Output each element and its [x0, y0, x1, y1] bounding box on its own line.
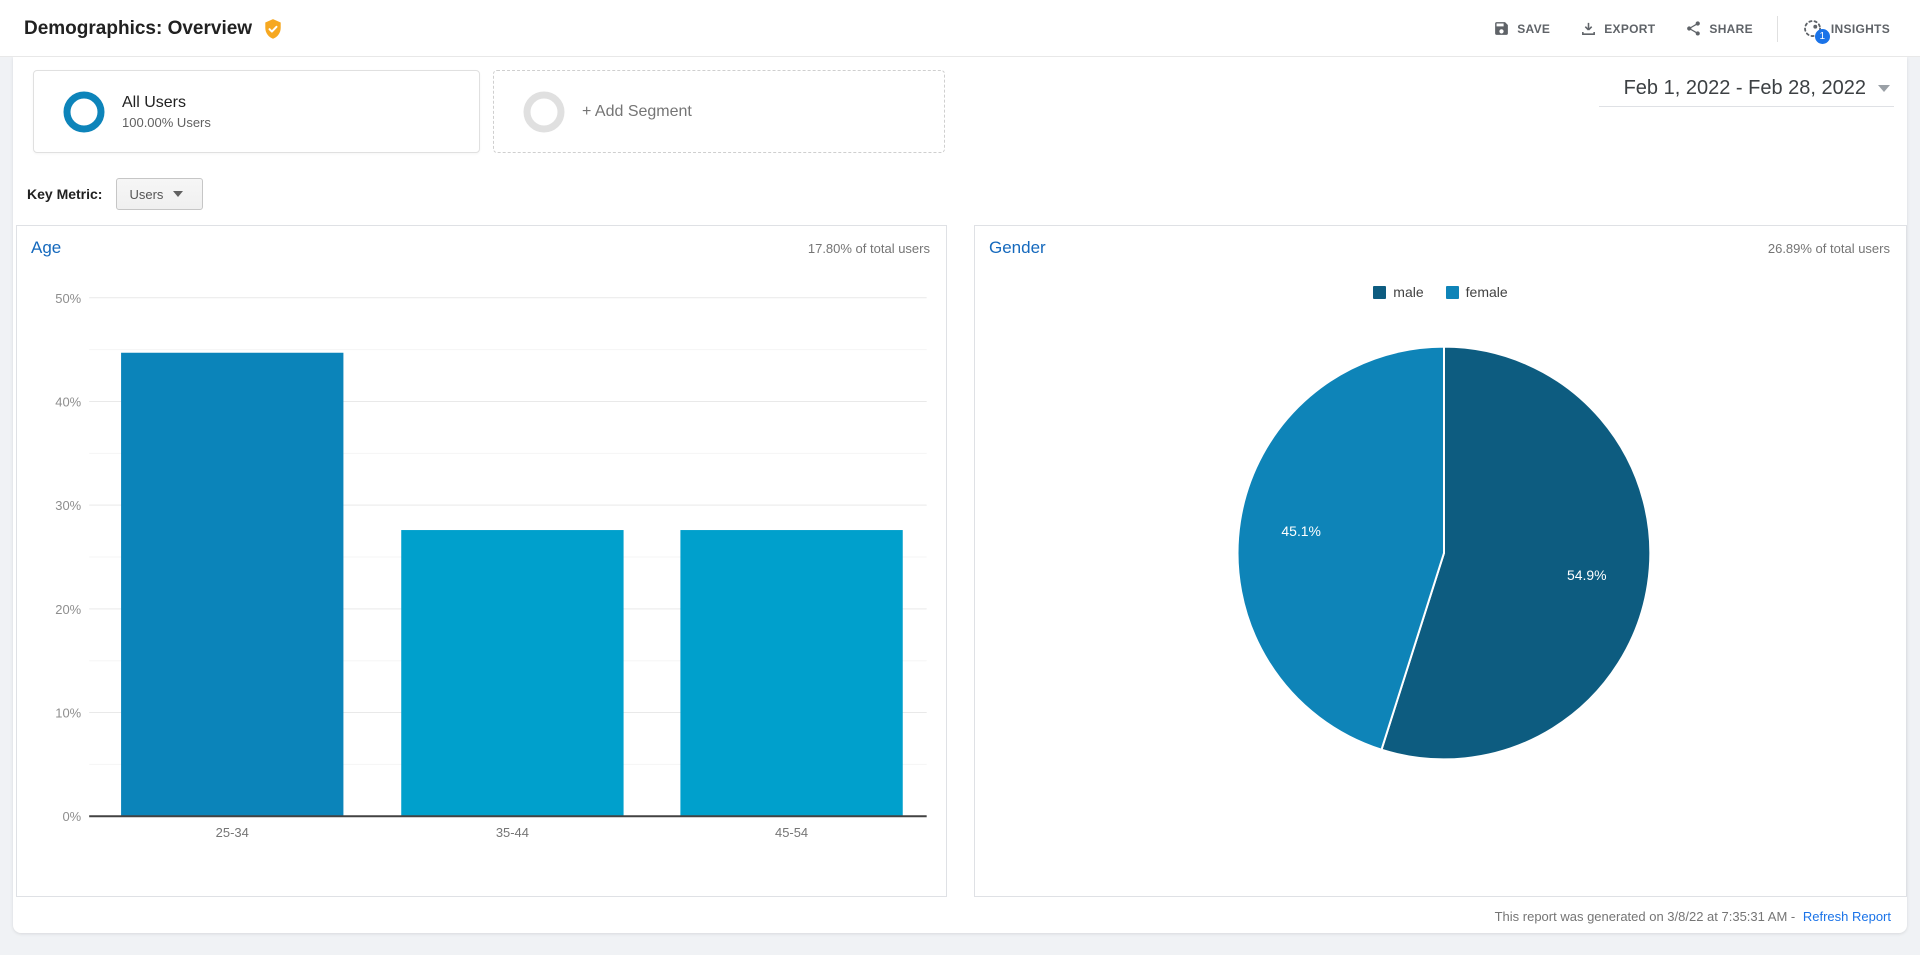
key-metric-label: Key Metric: — [27, 186, 103, 202]
svg-text:0%: 0% — [62, 809, 81, 824]
bar-25-34[interactable] — [121, 352, 344, 817]
export-button[interactable]: EXPORT — [1568, 12, 1667, 45]
gender-panel-header: Gender 26.89% of total users — [989, 238, 1890, 258]
add-segment-label: + Add Segment — [582, 102, 692, 120]
gender-chart-panel: Gender 26.89% of total users male female … — [974, 225, 1907, 897]
segment-ring-icon — [62, 90, 106, 134]
report-footer: This report was generated on 3/8/22 at 7… — [1495, 909, 1891, 924]
date-range-label: Feb 1, 2022 - Feb 28, 2022 — [1623, 77, 1866, 99]
age-panel-header: Age 17.80% of total users — [31, 238, 930, 258]
toolbar: SAVE EXPORT SHARE 1 INSIGHTS — [1481, 0, 1902, 57]
save-icon — [1493, 20, 1510, 37]
svg-text:20%: 20% — [55, 602, 81, 617]
header-bar: Demographics: Overview SAVE EXPORT SHARE — [0, 0, 1920, 57]
report-generated-text: This report was generated on 3/8/22 at 7… — [1494, 909, 1796, 924]
chevron-down-icon — [173, 191, 184, 197]
svg-text:40%: 40% — [55, 394, 81, 409]
bar-35-44[interactable] — [401, 530, 624, 817]
pie-slice-male[interactable] — [1380, 345, 1652, 761]
toolbar-divider — [1776, 15, 1778, 42]
gender-chart-title[interactable]: Gender — [989, 238, 1046, 257]
insights-icon: 1 — [1802, 18, 1830, 44]
x-axis-label: 45-54 — [775, 825, 808, 840]
date-range-selector[interactable]: Feb 1, 2022 - Feb 28, 2022 — [1599, 71, 1894, 107]
pie-slice-label: 45.1% — [1281, 523, 1321, 539]
page-title: Demographics: Overview — [24, 17, 253, 39]
age-chart-title[interactable]: Age — [31, 238, 62, 257]
share-button[interactable]: SHARE — [1673, 12, 1765, 45]
add-segment-button[interactable]: + Add Segment — [493, 70, 945, 153]
share-icon — [1685, 20, 1702, 37]
legend-item-female[interactable]: female — [1445, 284, 1508, 300]
x-axis-label: 25-34 — [216, 825, 249, 840]
page-title-wrap: Demographics: Overview — [24, 0, 284, 57]
key-metric-value: Users — [129, 186, 164, 202]
export-label: EXPORT — [1604, 21, 1656, 36]
insights-label: INSIGHTS — [1830, 21, 1890, 36]
add-segment-ring-icon — [522, 90, 566, 134]
key-metric-dropdown[interactable]: Users — [116, 178, 204, 210]
key-metric-row: Key Metric: Users — [27, 178, 204, 210]
insights-button[interactable]: 1 INSIGHTS — [1790, 10, 1902, 48]
chevron-down-icon — [1878, 85, 1890, 92]
svg-text:10%: 10% — [55, 706, 81, 721]
legend-swatch — [1373, 285, 1387, 299]
svg-text:50%: 50% — [55, 291, 81, 306]
svg-text:30%: 30% — [55, 498, 81, 513]
segment-detail: 100.00% Users — [122, 114, 211, 130]
gender-pie-chart[interactable]: 54.9% 45.1% — [975, 226, 1906, 896]
segment-name: All Users — [122, 93, 187, 111]
insights-badge: 1 — [1814, 28, 1830, 44]
save-button[interactable]: SAVE — [1481, 12, 1562, 45]
pie-slice-label: 54.9% — [1567, 567, 1607, 583]
pie-slice-female[interactable] — [1236, 345, 1445, 751]
save-label: SAVE — [1517, 21, 1551, 36]
refresh-report-link[interactable]: Refresh Report — [1802, 909, 1891, 924]
share-label: SHARE — [1709, 21, 1753, 36]
legend-label: female — [1465, 284, 1508, 300]
legend-label: male — [1393, 284, 1424, 300]
age-total-users-note: 17.80% of total users — [807, 241, 930, 256]
gender-total-users-note: 26.89% of total users — [1767, 241, 1890, 256]
legend-swatch — [1445, 285, 1459, 299]
age-chart-panel: Age 17.80% of total users 0% 10% 20% 30% 40%… — [16, 225, 947, 897]
gender-legend: male female — [975, 284, 1906, 300]
legend-item-male[interactable]: male — [1373, 284, 1424, 300]
segment-all-users[interactable]: All Users 100.00% Users — [33, 70, 480, 153]
bar-45-54[interactable] — [680, 530, 903, 817]
x-axis-label: 35-44 — [496, 825, 529, 840]
verified-shield-icon — [262, 17, 284, 41]
main-content-card: All Users 100.00% Users + Add Segment Fe… — [13, 57, 1907, 933]
age-bar-chart[interactable]: 0% 10% 20% 30% 40% 50% 25-34 35-44 45-54 — [17, 226, 946, 896]
export-download-icon — [1580, 20, 1597, 37]
